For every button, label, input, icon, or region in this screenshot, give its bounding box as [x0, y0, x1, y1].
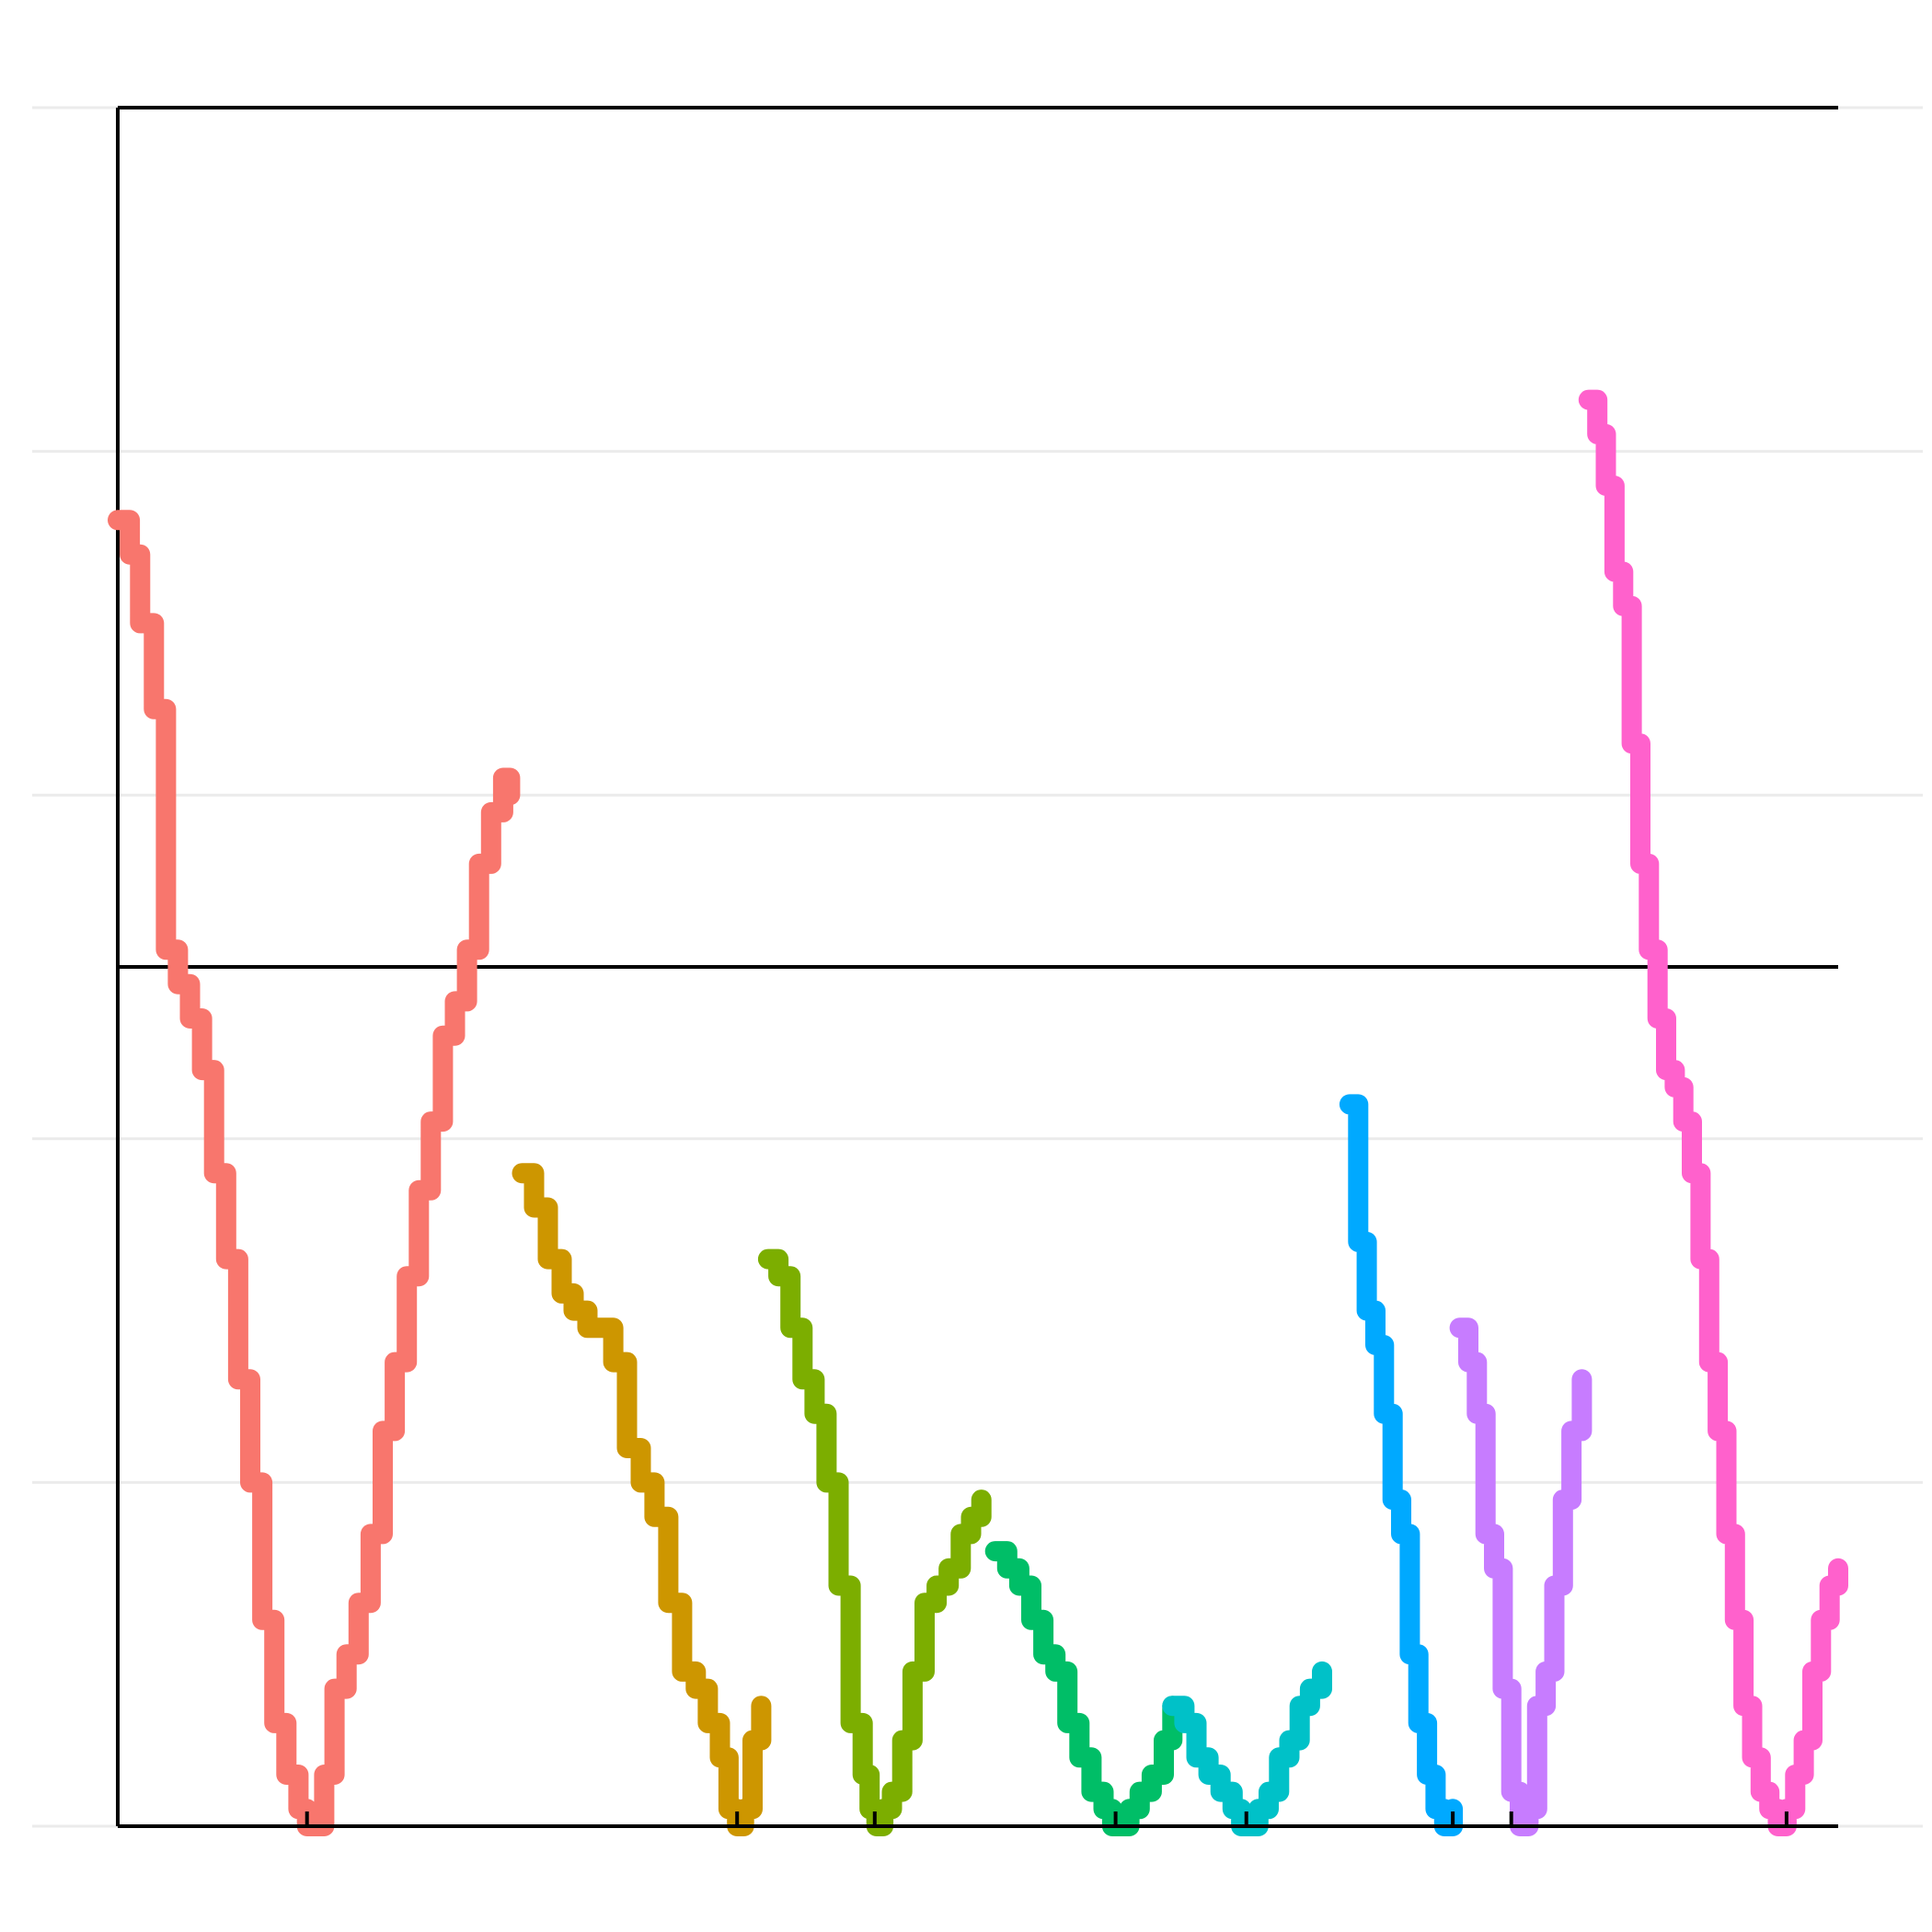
series-line-0 — [108, 510, 521, 1836]
series-lines — [108, 389, 1848, 1836]
series-line-7 — [1578, 389, 1848, 1836]
series-line-6 — [1449, 1317, 1593, 1836]
series-line-3 — [984, 1541, 1183, 1836]
series-line-5 — [1339, 1094, 1464, 1836]
axes — [116, 106, 1838, 1826]
series-line-2 — [757, 1248, 992, 1836]
x-ticks — [118, 1811, 1838, 1828]
series-line-4 — [1162, 1661, 1332, 1836]
series-line-1 — [512, 1163, 772, 1836]
